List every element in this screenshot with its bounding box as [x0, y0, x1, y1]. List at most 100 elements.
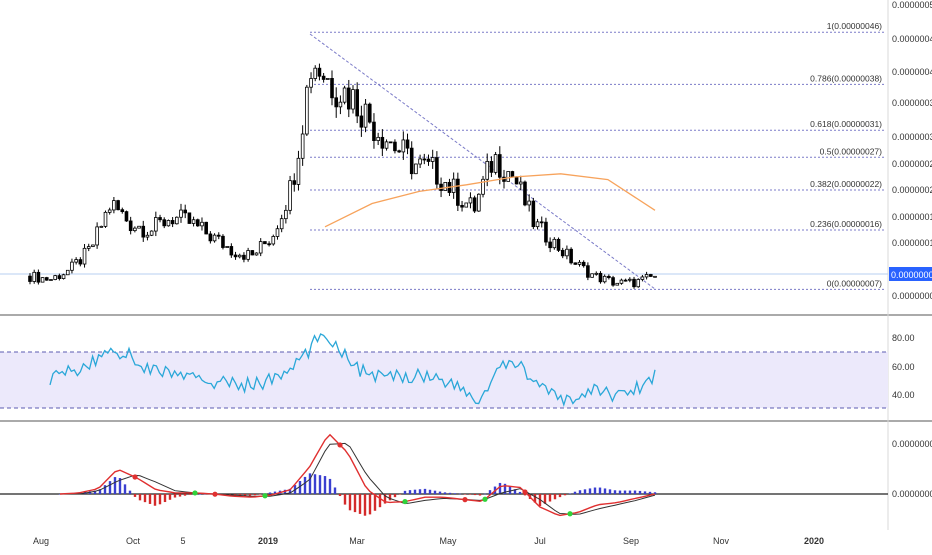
candle-body — [128, 220, 133, 232]
macd-histogram-bar — [323, 476, 327, 494]
macd-histogram-bar — [198, 494, 202, 495]
macd-histogram-bar — [583, 489, 587, 494]
macd-histogram-bar — [638, 490, 642, 494]
macd-histogram-bar — [333, 487, 337, 494]
candle-body — [49, 279, 53, 281]
candle-body — [74, 259, 78, 263]
time-axis-label: Mar — [349, 536, 365, 546]
candle-body — [477, 193, 481, 212]
macd-histogram-bar — [298, 480, 302, 494]
candle-body — [200, 221, 204, 227]
candle-body — [577, 261, 582, 265]
fib-trendline — [309, 33, 656, 290]
macd-histogram-bar — [328, 478, 332, 494]
candle-body — [367, 103, 372, 123]
macd-histogram-bar — [163, 494, 167, 503]
price-axis-label: 0.00000014 — [892, 238, 932, 248]
macd-histogram-bar — [473, 494, 477, 496]
candle-body — [359, 115, 364, 128]
macd-histogram-bar — [358, 494, 362, 514]
candle-body — [334, 97, 339, 108]
price-axis-label: 0.00000022 — [892, 185, 932, 195]
macd-histogram-bar — [128, 490, 132, 494]
rsi-band — [0, 352, 888, 408]
candle-body — [250, 250, 255, 256]
candle-body — [535, 221, 540, 228]
macd-histogram-bar — [268, 492, 272, 494]
current-price-tag — [889, 267, 932, 281]
candle-body — [275, 228, 280, 237]
price-axis[interactable]: 0.00000050 0.00000045 0.00000040 0.00000… — [892, 0, 932, 301]
candle-body — [405, 139, 410, 149]
fib-level-label: 0.382(0.00000022) — [810, 179, 882, 189]
fib-retracement[interactable]: 1(0.00000046) 0.786(0.00000038) 0.618(0.00… — [310, 21, 885, 290]
candle-body — [36, 271, 41, 283]
macd-histogram-bar — [133, 494, 137, 497]
candle-body — [485, 161, 490, 180]
candle-body — [330, 78, 334, 99]
candle-body — [460, 205, 464, 208]
candle-body — [95, 226, 99, 246]
macd-cross-marker — [567, 511, 573, 517]
candle-body — [493, 154, 498, 173]
candle-body — [141, 225, 146, 238]
macd-histogram-bar — [308, 473, 312, 494]
macd-histogram-bar — [603, 488, 607, 494]
candle-body — [313, 67, 318, 79]
macd-cross-marker — [522, 489, 528, 495]
rsi-axis-label: 40.00 — [892, 390, 915, 400]
candle-body — [430, 157, 435, 162]
candle-body — [611, 277, 615, 286]
candle-body — [28, 275, 32, 282]
macd-histogram-bar — [433, 490, 437, 494]
macd-histogram-bar — [648, 491, 652, 494]
time-axis[interactable]: Aug Oct 5 2019 Mar May Jul Sep Nov 2020 — [33, 536, 824, 546]
macd-cross-marker — [192, 490, 198, 496]
candle-body — [40, 277, 45, 283]
fib-level-label: 0(0.00000007) — [827, 278, 882, 288]
macd-histogram-bar — [478, 494, 482, 496]
candle-body — [292, 180, 297, 185]
candle-body — [258, 241, 263, 254]
candle-body — [191, 219, 196, 224]
macd-histogram-bar — [148, 494, 152, 504]
macd-histogram-bar — [158, 494, 162, 505]
macd-histogram-bar — [138, 494, 142, 501]
macd-histogram-bar — [108, 481, 112, 494]
candle-body — [518, 181, 523, 185]
candle-body — [623, 279, 628, 282]
macd-histogram-bar — [568, 493, 572, 495]
candle-body — [233, 254, 238, 258]
candle-body — [544, 221, 548, 243]
candle-body — [443, 182, 448, 191]
macd-histogram-bar — [413, 489, 417, 494]
macd-histogram-bar — [203, 494, 207, 495]
candle-body — [284, 209, 288, 220]
candle-body — [53, 275, 57, 280]
macd-histogram-bar — [653, 492, 657, 494]
macd-histogram-bar — [553, 494, 557, 500]
macd-histogram-bar — [573, 491, 577, 494]
candle-body — [305, 86, 309, 135]
time-axis-label: 5 — [180, 536, 185, 546]
rsi-axis[interactable]: 80.00 60.00 40.00 — [892, 333, 915, 400]
macd-histogram-bar — [518, 491, 522, 494]
candle-body — [183, 209, 188, 214]
macd-histogram-bar — [453, 493, 457, 494]
macd-histogram-bar — [483, 493, 487, 495]
macd-histogram-bar — [523, 494, 527, 496]
macd-cross-marker — [462, 497, 468, 503]
macd-axis[interactable]: 0.00000005 0.00000000 — [892, 439, 932, 499]
candle-body — [481, 178, 485, 195]
macd-histogram-bar — [628, 490, 632, 494]
macd-histogram-bar — [393, 494, 397, 498]
macd-histogram-bar — [608, 489, 612, 494]
candle-body — [120, 209, 125, 213]
macd-histogram-bar — [623, 490, 627, 494]
macd-histogram-bar — [238, 494, 242, 496]
candle-body — [426, 158, 431, 162]
candle-body — [137, 225, 141, 229]
candle-body — [653, 275, 657, 278]
